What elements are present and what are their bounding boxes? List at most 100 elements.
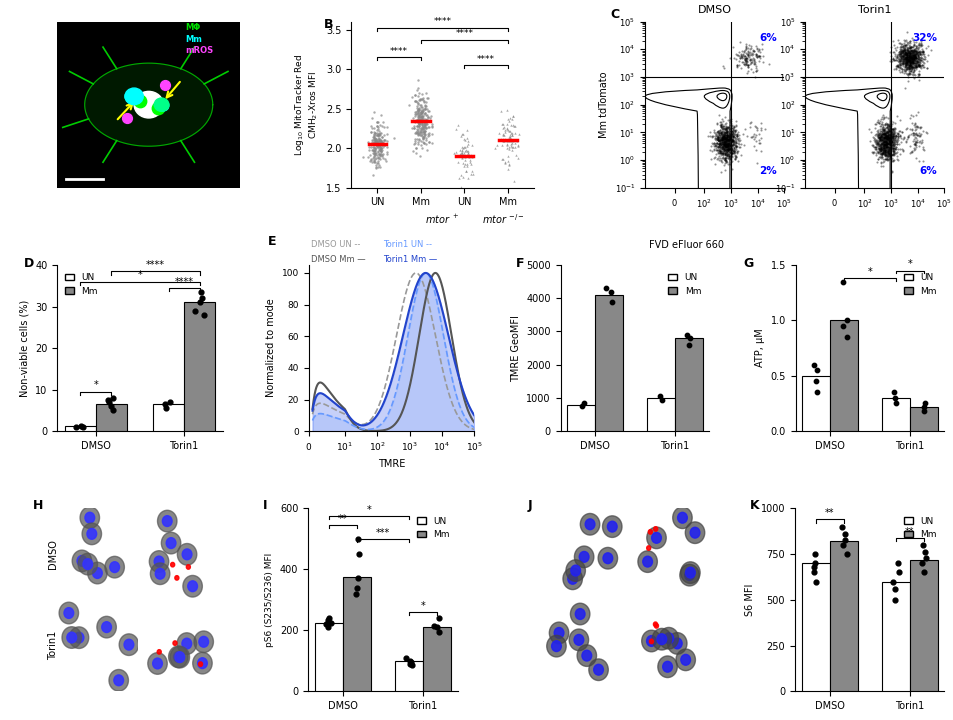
Point [877,153,892,165]
Point [721,129,737,140]
Point [727,151,742,163]
Point [718,123,733,135]
Point [413,116,428,127]
Point [884,130,900,142]
Point [917,397,932,409]
Point [495,122,510,133]
Point [904,42,920,53]
Point [907,50,923,62]
Point [905,47,921,58]
Point [874,149,889,161]
Point [709,144,724,156]
Point [902,55,917,66]
Point [721,128,737,140]
Point [366,106,381,117]
Point [906,55,922,67]
DMSO UN [314,399,326,408]
Point [873,129,888,140]
Point [906,60,922,71]
Point [891,57,906,68]
Point [397,652,413,663]
Point [716,129,731,140]
Point [738,53,753,64]
Point [916,546,931,558]
Point [876,145,891,157]
Point [727,125,742,137]
Point [724,122,740,134]
Point [881,137,896,148]
Point [877,132,892,144]
Point [888,50,903,61]
Point [911,53,926,64]
Point [882,53,898,64]
Point [873,133,888,145]
Point [881,130,896,141]
Point [886,583,902,595]
Point [910,69,925,81]
Point [459,145,475,157]
Point [726,146,741,158]
Point [718,131,733,143]
Point [719,139,734,150]
Point [717,140,732,151]
Point [720,143,736,154]
Point [894,46,909,58]
Point [716,131,731,143]
Torin1 UN [314,409,326,418]
Point [747,65,762,76]
Point [912,53,927,64]
Point [893,53,908,64]
Point [897,66,912,77]
Point [413,114,428,126]
Point [736,58,751,69]
Point [718,144,733,156]
Polygon shape [85,63,213,146]
Point [714,134,729,145]
Point [906,50,922,61]
Point [406,122,421,133]
Point [414,113,429,125]
Point [416,114,432,125]
Circle shape [198,636,209,647]
Point [899,68,914,80]
Point [740,48,755,60]
Point [901,52,916,63]
Point [718,121,733,132]
Title: UN: UN [577,498,591,508]
Point [711,138,726,150]
Point [894,145,909,156]
Point [891,125,906,137]
Point [722,125,738,136]
Point [715,140,730,152]
Point [727,150,742,162]
Point [414,112,429,123]
Point [904,35,920,46]
Point [902,62,917,73]
Point [746,57,761,68]
Point [886,145,902,157]
Point [408,142,423,153]
Point [904,53,920,65]
Point [909,121,924,132]
Point [740,60,755,71]
Point [495,130,510,141]
Point [877,132,892,143]
Point [501,129,517,140]
Point [916,61,931,73]
Point [702,140,718,151]
Point [713,153,728,164]
Point [714,136,729,148]
Point [499,114,515,125]
Point [876,145,891,157]
Point [912,61,927,73]
Line: Torin1 UN: Torin1 UN [313,273,474,429]
Point [711,140,726,151]
Point [896,49,911,60]
Point [722,143,738,154]
Point [883,132,899,143]
Point [740,45,756,56]
Point [878,132,893,143]
Point [714,152,729,163]
Point [499,163,515,174]
Point [906,139,922,150]
